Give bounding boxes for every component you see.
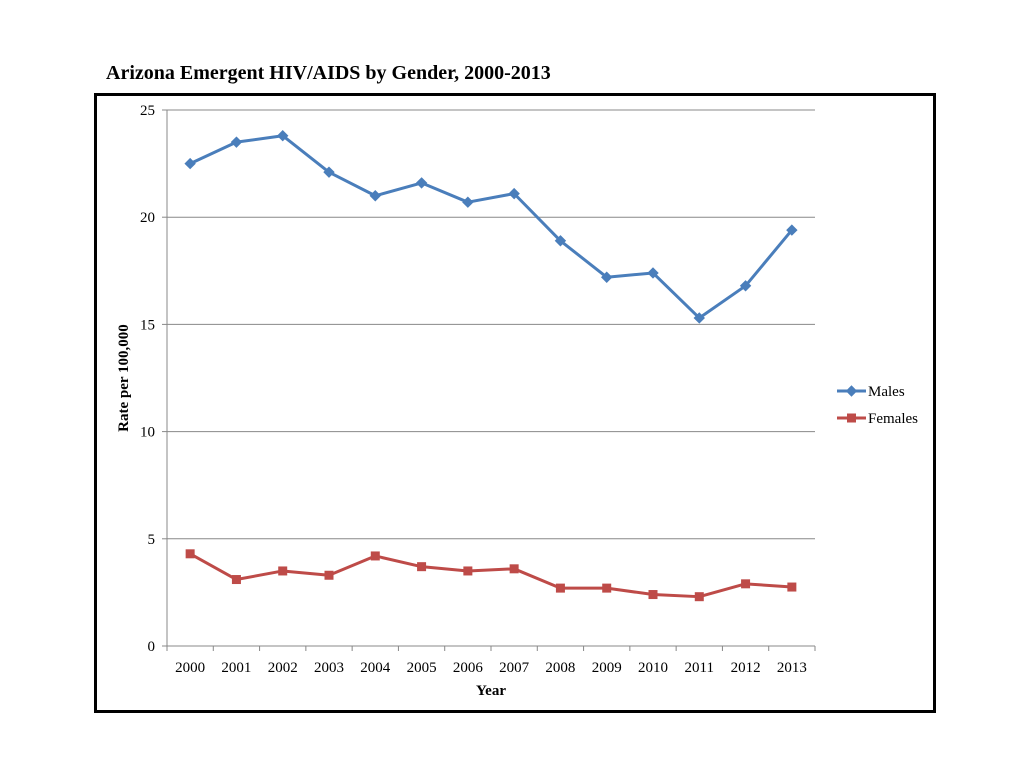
data-point-females [370, 551, 380, 561]
data-point-males [786, 224, 798, 236]
data-point-males [323, 166, 335, 178]
x-tick-label: 2003 [314, 660, 344, 676]
x-tick-label: 2009 [592, 660, 622, 676]
data-point-females [648, 590, 658, 600]
data-point-males [693, 312, 705, 324]
y-tick-label: 25 [140, 103, 155, 119]
data-point-males [647, 267, 659, 279]
gridlines [162, 109, 815, 647]
data-point-females [463, 566, 473, 576]
series-females [185, 549, 797, 602]
y-axis-title: Rate per 100,000 [116, 324, 132, 432]
legend-label-females: Females [868, 411, 918, 427]
x-tick-label: 2011 [685, 660, 714, 676]
x-tick-labels: 2000 2001 2002 2003 2004 2005 2006 2007 2008 2009… [175, 660, 807, 676]
legend: Males Females [837, 384, 918, 427]
data-point-females [231, 575, 241, 585]
x-tick-label: 2004 [360, 660, 391, 676]
chart-title: Arizona Emergent HIV/AIDS by Gender, 200… [106, 62, 551, 84]
y-tick-labels: 0 5 10 15 20 25 [140, 103, 155, 655]
y-tick-label: 10 [140, 425, 155, 441]
x-tick-label: 2001 [221, 660, 251, 676]
legend-marker-females [847, 413, 856, 423]
legend-item-males: Males [837, 384, 905, 400]
chart-frame [94, 93, 936, 713]
x-tick-label: 2002 [268, 660, 298, 676]
data-point-males [369, 190, 381, 202]
data-point-females [602, 583, 612, 593]
data-point-females [417, 562, 427, 572]
series-males [184, 130, 798, 324]
y-tick-label: 5 [148, 532, 156, 548]
data-point-females [555, 583, 565, 593]
x-tick-label: 2007 [499, 660, 530, 676]
x-tick-label: 2013 [777, 660, 807, 676]
data-point-males [739, 280, 752, 292]
data-point-males [601, 271, 613, 283]
data-point-females [278, 566, 288, 576]
x-axis-title: Year [476, 683, 506, 699]
y-tick-label: 15 [140, 317, 155, 333]
data-point-females [694, 592, 704, 602]
x-tick-label: 2012 [731, 660, 761, 676]
legend-item-females: Females [837, 411, 918, 427]
data-point-males [184, 157, 196, 170]
x-tick-label: 2000 [175, 660, 205, 676]
y-tick-label: 20 [140, 210, 155, 226]
data-point-females [509, 564, 519, 574]
axes [166, 110, 816, 651]
data-point-females [741, 579, 751, 589]
data-point-females [324, 570, 334, 580]
data-point-males [230, 136, 243, 148]
data-point-males [554, 235, 567, 247]
data-point-males [277, 130, 289, 142]
data-point-males [462, 196, 474, 208]
data-point-females [787, 582, 797, 592]
x-tick-label: 2005 [407, 660, 437, 676]
series-line-males [189, 134, 794, 320]
data-point-females [185, 549, 195, 559]
legend-marker-males [845, 385, 858, 397]
series-group [184, 130, 798, 602]
y-tick-label: 0 [148, 639, 156, 655]
series-line-females [189, 552, 792, 599]
x-tick-label: 2008 [545, 660, 575, 676]
data-point-males [415, 177, 428, 189]
legend-label-males: Males [868, 384, 905, 400]
data-point-males [508, 187, 520, 200]
x-tick-label: 2006 [453, 660, 484, 676]
x-tick-label: 2010 [638, 660, 668, 676]
